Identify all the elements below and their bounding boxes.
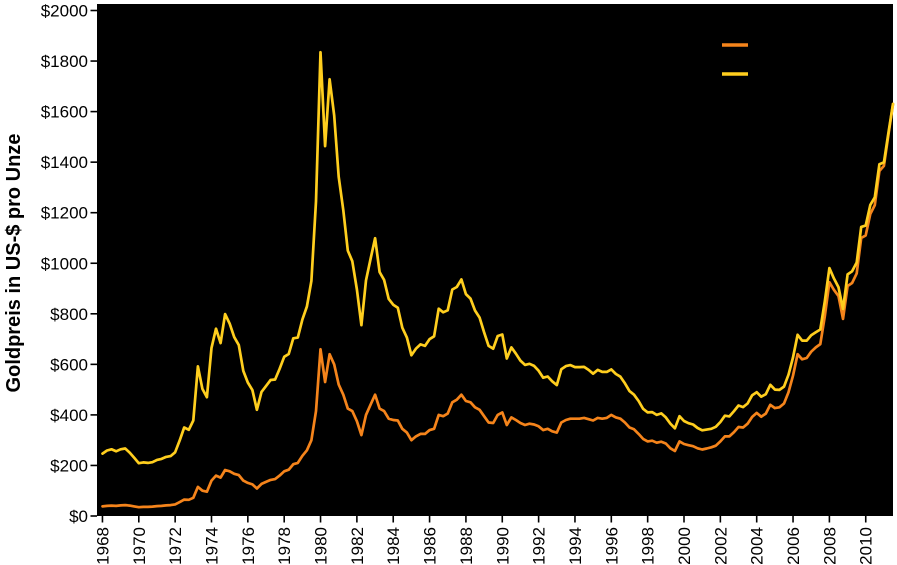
x-tick-label: 1986 [421, 527, 440, 565]
y-tick-label: $200 [50, 456, 88, 475]
x-tick-label: 2010 [857, 527, 876, 565]
y-tick-label: $1800 [41, 52, 88, 71]
series-line-goldpreis-orange-nominal [101, 102, 895, 509]
x-tick-label: 2002 [711, 527, 730, 565]
x-tick-label: 2006 [784, 527, 803, 565]
y-axis-title: Goldpreis in US-$ pro Unze [3, 134, 25, 393]
x-tick-label: 1978 [275, 527, 294, 565]
y-tick-label: $1400 [41, 153, 88, 172]
y-tick-label: $1200 [41, 204, 88, 223]
plot-area [97, 4, 893, 516]
x-tick-label: 1998 [639, 527, 658, 565]
y-tick-label: $800 [50, 305, 88, 324]
x-tick-label: 1972 [166, 527, 185, 565]
x-tick-label: 1984 [384, 527, 403, 565]
y-tick-label: $2000 [41, 2, 88, 21]
x-tick-label: 1970 [130, 527, 149, 565]
x-tick-label: 1996 [602, 527, 621, 565]
series-lines [101, 50, 895, 509]
y-tick-label: $0 [69, 507, 88, 526]
x-tick-label: 1968 [93, 527, 112, 565]
x-tick-label: 2004 [748, 527, 767, 565]
y-tick-label: $1000 [41, 254, 88, 273]
x-tick-label: 2008 [820, 527, 839, 565]
y-tick-label: $600 [50, 355, 88, 374]
x-tick-label: 1988 [457, 527, 476, 565]
y-axis: $0 $200 $400 $600 $800 $1000 $1200 $1400 $1600 $1… [41, 2, 97, 526]
x-axis: 1968 1970 1972 1974 1976 1978 1980 1982 1984 1986… [93, 516, 876, 565]
x-tick-label: 1976 [239, 527, 258, 565]
legend [722, 43, 748, 76]
series-line-goldpreis-yellow-inflationsbereinigt [101, 50, 895, 465]
y-tick-label: $400 [50, 406, 88, 425]
y-tick-label: $1600 [41, 103, 88, 122]
x-tick-label: 2000 [675, 527, 694, 565]
x-tick-label: 1974 [202, 527, 221, 565]
x-tick-label: 1982 [348, 527, 367, 565]
x-tick-label: 1994 [566, 527, 585, 565]
x-tick-label: 1980 [312, 527, 331, 565]
x-tick-label: 1992 [530, 527, 549, 565]
x-tick-label: 1990 [493, 527, 512, 565]
